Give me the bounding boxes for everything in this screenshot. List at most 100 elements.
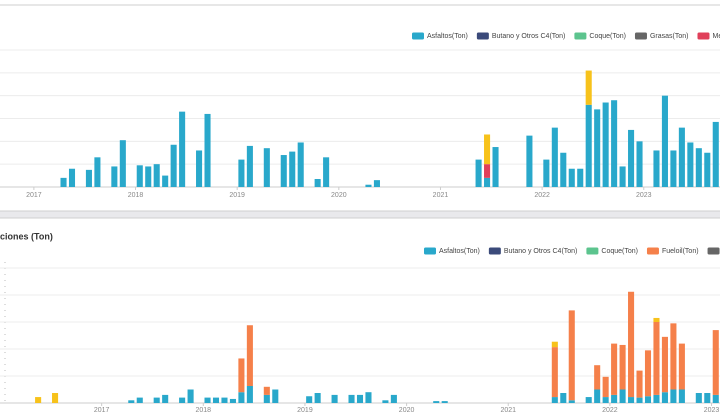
bar [695,148,702,187]
x-tick-label: 2023 [704,407,720,414]
bar [568,310,575,401]
bar [653,150,660,187]
bar [246,325,253,386]
bar [60,177,67,187]
bar [602,397,609,403]
bar [246,385,253,403]
bar [365,184,372,187]
legend-label: Asfaltos(Ton) [427,33,468,40]
bar [229,398,236,403]
bar [484,177,491,187]
bar [323,157,330,187]
bar [644,396,652,403]
bar [119,140,126,187]
bar [85,169,92,187]
bar [712,330,719,395]
x-tick-label: 2022 [534,192,550,199]
bar [484,164,491,178]
bar [68,168,76,187]
bar [695,393,702,403]
bar [263,394,270,403]
legend-swatch [476,32,489,40]
bar [594,365,601,390]
bar [221,397,228,403]
bar [179,397,186,403]
bar [585,104,592,187]
bar [246,145,253,187]
bar [704,152,711,187]
bar [390,394,397,403]
bar [111,166,118,187]
x-tick-label: 2018 [128,192,144,199]
bar [179,111,186,187]
bar [331,394,338,403]
bar [560,152,567,187]
bar [145,166,152,187]
bar [661,392,668,403]
bar [94,157,101,187]
bar [238,392,245,403]
legend-swatch [488,247,501,255]
bar [433,401,440,403]
bar [136,165,143,187]
bar [153,397,160,403]
legend-swatch [697,32,710,40]
bar [314,393,321,403]
bar [619,389,626,403]
bar [204,113,211,187]
x-tick-label: 2017 [26,192,42,199]
bar [551,347,558,398]
bar [619,166,626,187]
bar [628,397,635,403]
bar [602,102,609,187]
bar [636,141,643,187]
bar [314,179,321,187]
bar [52,393,59,403]
bar [568,400,575,403]
bar [611,100,618,187]
bar [678,389,685,403]
legend-label: Butano y Otros C4(Ton) [504,248,578,255]
bar [280,155,287,187]
bar [475,159,482,187]
bar [712,394,719,403]
bar [577,168,584,187]
panel-divider [0,211,720,218]
bar [560,393,567,403]
bar [306,396,313,403]
x-tick-label: 2020 [399,407,415,414]
legend-label: Coque(Ton) [601,248,638,255]
x-tick-label: 2022 [602,407,618,414]
bar [704,393,711,403]
bar [153,164,160,187]
bar [653,322,660,395]
bar [551,341,558,348]
bar [568,168,575,187]
bar [585,70,592,105]
x-tick-label: 2018 [196,407,212,414]
bar [238,358,245,393]
chart-title: ciones (Ton) [0,231,53,241]
bar [628,129,635,187]
bar [526,135,533,187]
bar [611,394,618,403]
legend-swatch [424,247,436,255]
legend-swatch [412,32,424,40]
bar [136,397,143,403]
bar [484,134,491,165]
bar [670,150,677,187]
bar [585,397,592,403]
legend-label: Mezclas IF [712,33,720,40]
bar [644,350,652,397]
bar [653,317,660,322]
x-tick-label: 2021 [433,192,449,199]
x-tick-label: 2023 [636,192,652,199]
x-tick-label: 2017 [94,407,110,414]
bar [187,389,194,403]
bar [619,344,626,390]
bar [289,151,296,187]
bar [628,291,635,398]
bar [687,142,694,187]
